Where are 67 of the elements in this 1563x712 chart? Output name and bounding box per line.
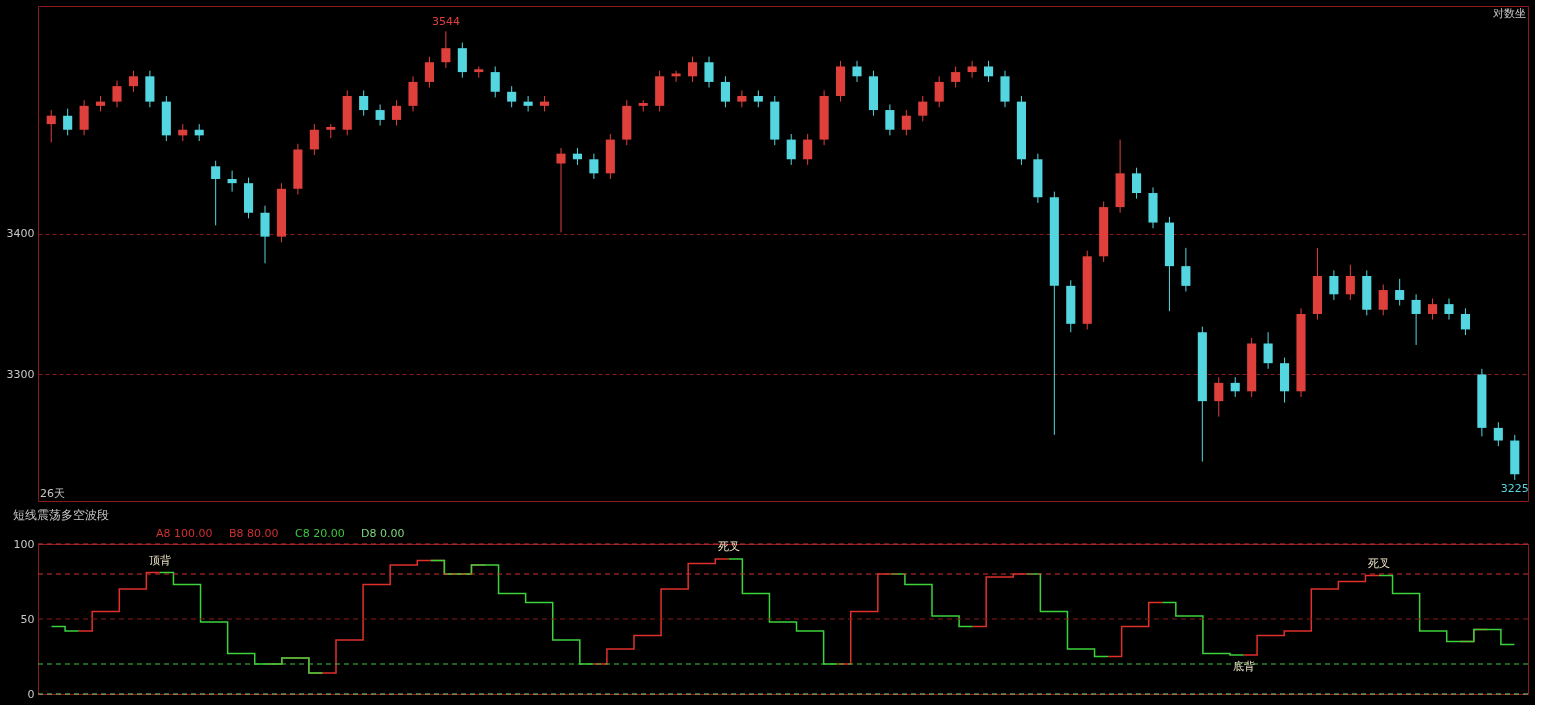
- candlestick: [457, 42, 467, 79]
- candlestick: [1214, 376, 1224, 418]
- candlestick: [1181, 247, 1191, 292]
- y-tick-label: 3300: [6, 367, 35, 381]
- candlestick: [720, 75, 730, 108]
- ref-line-label: C8 20.00: [295, 527, 345, 540]
- candlestick: [556, 147, 566, 233]
- annotation: 死叉: [1368, 556, 1390, 570]
- ref-line-label: D8 0.00: [361, 527, 405, 540]
- candlestick: [951, 65, 961, 89]
- candlestick: [309, 123, 319, 156]
- candlestick: [128, 70, 138, 93]
- y-tick-label: 100: [13, 537, 35, 551]
- candlestick: [1263, 331, 1273, 370]
- candlestick: [589, 153, 599, 180]
- annotation: 对数坐: [1493, 7, 1526, 20]
- candlestick: [490, 65, 500, 98]
- y-tick-label: 3400: [6, 227, 35, 241]
- candlestick: [984, 60, 994, 83]
- annotation: 3225: [1500, 481, 1529, 495]
- candlestick: [885, 103, 895, 136]
- candlestick: [507, 85, 517, 108]
- candlestick: [441, 30, 451, 69]
- candlestick: [803, 133, 813, 166]
- candlestick: [688, 56, 698, 83]
- candlestick: [901, 109, 911, 136]
- candlestick: [967, 60, 977, 79]
- candlestick: [1132, 167, 1142, 200]
- y-tick-label: 0: [27, 687, 35, 701]
- candlestick: [408, 75, 418, 112]
- annotation: 3544: [431, 15, 460, 29]
- candlestick: [934, 75, 944, 108]
- candlestick: [1345, 264, 1355, 301]
- annotation: 底背: [1232, 660, 1255, 673]
- candlestick: [112, 80, 122, 108]
- candlestick: [1460, 307, 1470, 336]
- candlestick: [918, 95, 928, 122]
- candlestick: [1411, 293, 1421, 346]
- candlestick: [1444, 298, 1454, 321]
- candlestick: [260, 205, 270, 264]
- candlestick: [79, 99, 89, 136]
- candlestick: [1378, 283, 1388, 316]
- annotation: 26天: [40, 487, 65, 500]
- candlestick: [392, 99, 402, 127]
- ref-line-label: A8 100.00: [156, 527, 213, 540]
- chart-title: 短线震荡多空波段: [13, 508, 109, 522]
- candlestick: [852, 60, 862, 83]
- candlestick: [1230, 376, 1240, 398]
- candlestick: [737, 89, 747, 108]
- candlestick: [63, 108, 73, 136]
- candlestick: [1395, 278, 1405, 307]
- candlestick: [523, 95, 533, 112]
- annotation: 死叉: [717, 540, 740, 553]
- candlestick: [211, 160, 221, 226]
- candlestick: [359, 89, 369, 117]
- ref-line-label: B8 80.00: [229, 527, 279, 540]
- candlestick: [1493, 421, 1503, 447]
- candlestick: [46, 109, 56, 143]
- candlestick: [375, 103, 385, 127]
- candlestick: [1428, 298, 1438, 321]
- y-tick-label: 50: [20, 612, 35, 626]
- candlestick: [704, 56, 714, 89]
- candlestick: [424, 56, 434, 89]
- candlestick: [227, 170, 237, 193]
- candlestick: [786, 133, 796, 166]
- annotation: 顶背: [148, 553, 171, 567]
- candlestick: [1329, 269, 1339, 301]
